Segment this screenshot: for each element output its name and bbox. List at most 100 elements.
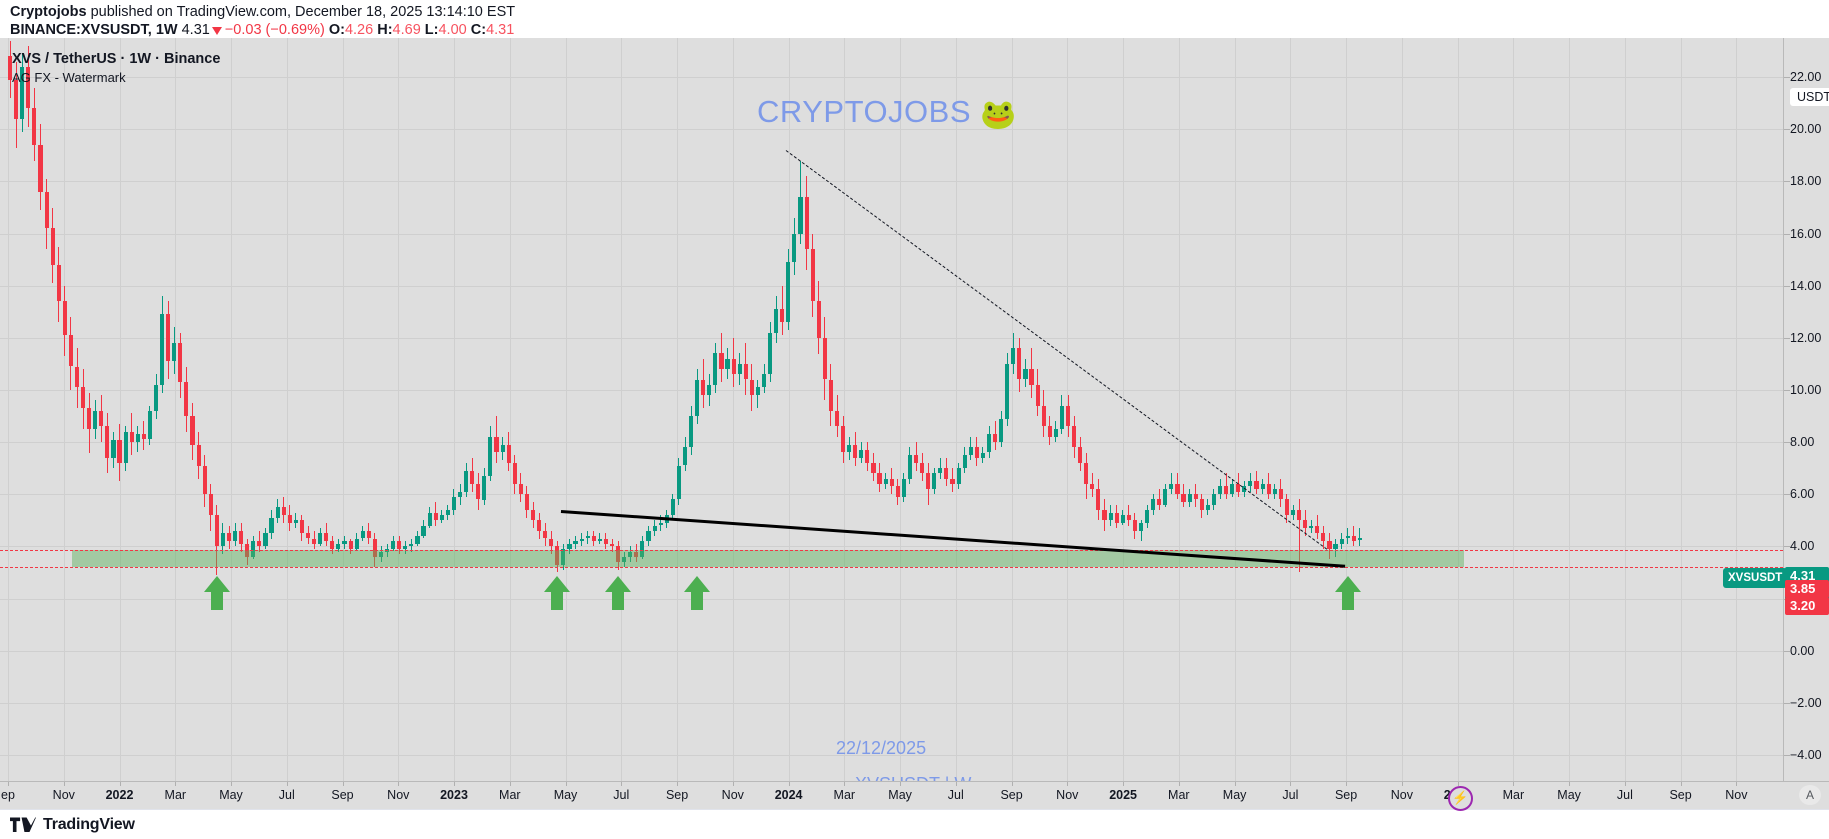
watermark-text: CRYPTOJOBS [757, 94, 972, 129]
time-axis-label: May [888, 788, 912, 802]
publish-credit-line: Cryptojobs published on TradingView.com,… [10, 4, 1819, 21]
price-tick-label: 18.00 [1790, 174, 1822, 189]
buy-signal-arrow-icon [203, 576, 230, 611]
close-label: C: [470, 22, 487, 38]
buy-signal-arrow-icon [684, 576, 711, 611]
price-tick-label: 0.00 [1790, 643, 1815, 658]
time-tick-mark [732, 782, 734, 786]
gridline-vertical [844, 38, 846, 781]
time-axis-label: Jul [613, 788, 630, 802]
tradingview-logo-icon[interactable]: TradingView [10, 816, 135, 834]
gridline-vertical [1123, 38, 1125, 781]
buy-signal-arrow-icon [1334, 576, 1361, 611]
time-tick-mark [1178, 782, 1180, 786]
time-tick-mark [119, 782, 121, 786]
time-tick-mark [621, 782, 623, 786]
gridline-vertical [1011, 38, 1013, 781]
price-tick-label: 10.00 [1790, 382, 1822, 397]
time-tick-mark [677, 782, 679, 786]
gridline-vertical [1401, 38, 1403, 781]
price-change: −0.03 (−0.69%) [224, 22, 325, 38]
gridline-horizontal [0, 650, 1783, 652]
low-value: 4.00 [438, 22, 467, 38]
time-tick-mark [1513, 782, 1515, 786]
gridline-vertical [175, 38, 177, 781]
time-axis-label: May [1222, 788, 1247, 802]
time-axis-label: Nov [1725, 788, 1748, 802]
time-axis-label: 2025 [1109, 788, 1137, 802]
time-tick-mark [63, 782, 65, 786]
close-value: 4.31 [486, 22, 515, 38]
time-axis-label: Sep [331, 788, 354, 802]
gridline-vertical [231, 38, 232, 781]
gridline-vertical [1624, 38, 1626, 781]
time-tick-mark [286, 782, 288, 786]
time-axis-label: Nov [1056, 788, 1079, 802]
time-tick-mark [1234, 782, 1236, 786]
price-plot-area[interactable]: CRYPTOJOBS🐸 22/12/2025 XVSUSDT | W XVS /… [0, 38, 1783, 781]
gridline-vertical [398, 38, 400, 781]
time-tick-mark [844, 782, 846, 786]
time-axis-label: May [219, 788, 243, 802]
gridline-horizontal [0, 129, 1783, 131]
tradingview-brand-text: TradingView [43, 816, 135, 833]
time-tick-mark [1123, 782, 1125, 786]
gridline-horizontal [0, 337, 1783, 339]
auto-scale-button[interactable]: A [1799, 785, 1821, 805]
time-axis-label: Sep [665, 788, 689, 802]
gridline-vertical [286, 38, 288, 781]
time-axis-label: ep [1, 788, 15, 802]
gridline-horizontal [0, 233, 1783, 235]
gridline-horizontal [0, 285, 1783, 287]
price-tick-mark [1784, 77, 1790, 79]
price-tick-label: 6.00 [1790, 487, 1815, 502]
gridline-horizontal [0, 442, 1783, 444]
time-tick-mark [231, 782, 232, 786]
annotation-symbol-timeframe: XVSUSDT | W [855, 774, 971, 781]
price-tick-label: 22.00 [1790, 70, 1822, 85]
bottom-toolbar: TradingView [0, 809, 1829, 839]
price-tick-label: −4.00 [1790, 747, 1822, 762]
lightning-bolt-icon[interactable]: ⚡ [1448, 786, 1473, 811]
chart-container[interactable]: CRYPTOJOBS🐸 22/12/2025 XVSUSDT | W XVS /… [0, 38, 1829, 839]
price-tick-mark [1784, 702, 1790, 704]
time-tick-mark [342, 782, 344, 786]
gridline-horizontal [0, 598, 1783, 600]
gridline-vertical [900, 38, 902, 781]
gridline-vertical [621, 38, 623, 781]
author-name: Cryptojobs [10, 4, 87, 20]
time-tick-mark [900, 782, 902, 786]
time-axis-label: Mar [164, 788, 187, 802]
buy-signal-arrow-icon [544, 576, 571, 611]
time-tick-mark [8, 782, 9, 786]
price-tick-label: −2.00 [1790, 695, 1822, 710]
chart-grid [0, 38, 1783, 781]
time-tick-mark [1736, 782, 1738, 786]
price-tick-mark [1784, 650, 1790, 652]
low-label: L: [424, 22, 439, 38]
symbol-badge: XVSUSDT [1723, 568, 1788, 589]
price-unit-badge: USDT [1790, 88, 1829, 106]
price-axis[interactable]: USDT 22.00 20.00 18.00 16.00 14.00 12.00 10.00… [1783, 38, 1829, 781]
gridline-vertical [1680, 38, 1682, 781]
gridline-horizontal [0, 494, 1783, 496]
gridline-horizontal [0, 754, 1783, 756]
gridline-vertical [1234, 38, 1236, 781]
time-tick-mark [1624, 782, 1626, 786]
time-tick-mark [398, 782, 400, 786]
time-axis[interactable]: A ep Nov 2022 Mar May Jul Sep Nov 2023 Mar May Jul S… [0, 781, 1829, 810]
publish-meta: published on TradingView.com, December 1… [90, 4, 516, 20]
time-axis-label: Mar [499, 788, 521, 802]
time-axis-label: Nov [52, 788, 75, 802]
gridline-vertical [1569, 38, 1571, 781]
price-tick-mark [1784, 181, 1790, 183]
price-tick-mark [1784, 337, 1790, 339]
time-tick-mark [1457, 782, 1459, 786]
time-axis-label: Nov [1390, 788, 1414, 802]
chart-watermark: CRYPTOJOBS 🐸 [757, 94, 1017, 132]
price-tick-mark [1784, 546, 1790, 548]
gridline-vertical [1290, 38, 1292, 781]
time-tick-mark [1290, 782, 1292, 786]
time-axis-label: Sep [1334, 788, 1358, 802]
gridline-vertical [1513, 38, 1515, 781]
